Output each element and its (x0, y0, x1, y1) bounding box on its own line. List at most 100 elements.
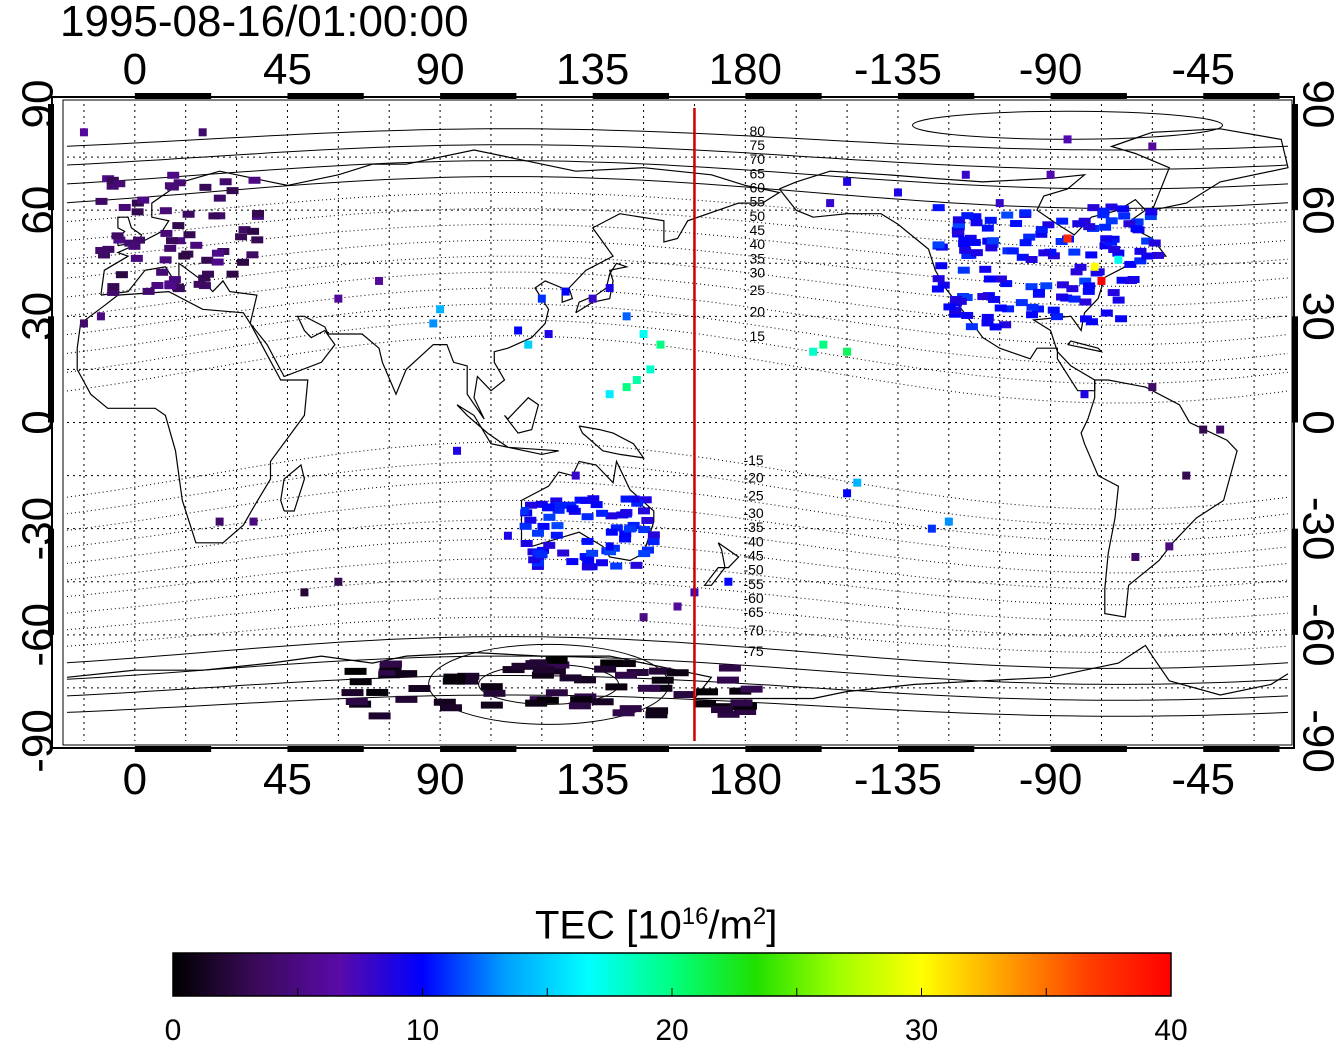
tec-cell-australia (535, 500, 548, 508)
tec-cell-australia (524, 516, 537, 524)
figure-title: 1995-08-16/01:00:00 (60, 0, 469, 46)
contour-label: 50 (749, 208, 765, 224)
tec-cell-antarctica (545, 689, 568, 697)
tec-cell (561, 287, 570, 296)
tec-cell-australia (623, 525, 636, 533)
tec-cell-usa (1033, 288, 1046, 296)
tec-cell-canada (1087, 204, 1100, 212)
tec-cell-canada (1123, 220, 1136, 228)
tec-cell-europe (106, 176, 119, 184)
tec-cell-antarctica (480, 701, 503, 709)
tec-cell (1148, 383, 1157, 392)
tec-cell-europe (113, 180, 126, 188)
tec-cell-australia (519, 522, 532, 530)
tec-cell (1063, 234, 1072, 243)
tec-cell-canada (984, 216, 997, 224)
contour-label: 30 (749, 264, 765, 280)
bottom-longitude-label: 135 (556, 755, 629, 804)
contour-line (66, 207, 1289, 248)
tec-cell (524, 340, 533, 349)
tec-cell-australia (586, 549, 599, 557)
tec-cell (520, 506, 529, 515)
bottom-edge-bar (1050, 746, 1127, 752)
tec-cell-usa (1107, 289, 1120, 297)
tec-cell-europe (97, 251, 110, 259)
tec-cell-canada (1118, 212, 1131, 220)
tec-cell-usa (937, 281, 950, 289)
tec-cell-australia (604, 548, 617, 556)
tec-cell-usa (1066, 285, 1079, 293)
colorbar-tick-label: 20 (655, 1014, 688, 1047)
top-longitude-label: -45 (1171, 45, 1235, 94)
tec-cell-usa (954, 297, 967, 305)
right-edge-bar (1292, 528, 1298, 635)
contour-label: -30 (743, 505, 763, 521)
tec-cell (944, 517, 953, 526)
tec-cell-australia (557, 549, 570, 557)
colorbar: 0 10 20 30 40 (165, 952, 1188, 1047)
tec-cell-antarctica (729, 687, 752, 695)
tec-cell-usa (943, 303, 956, 311)
contour-label: 45 (749, 222, 765, 238)
tec-cell-canada (1072, 220, 1085, 228)
top-longitude-label: 90 (416, 45, 465, 94)
tec-cell-antarctica (366, 688, 389, 696)
contour-line (66, 176, 1289, 209)
tec-cell-europe (164, 182, 177, 190)
contour-label: 15 (749, 328, 765, 344)
tec-cell-antarctica (646, 707, 669, 715)
tec-cell (605, 542, 614, 551)
tec-cell (632, 376, 641, 385)
right-latitude-label: -30 (1294, 497, 1343, 561)
magnetic-latitude-contours: 8075706560555045403530252015-15-20-25-30… (66, 110, 1289, 725)
tec-cell-europe (95, 197, 108, 205)
colorbar-tick-label: 30 (905, 1014, 938, 1047)
tec-cell-usa (1124, 260, 1137, 268)
tec-cell-usa (1002, 305, 1015, 313)
tec-cell-europe (107, 283, 120, 291)
tec-cell-europe (211, 258, 224, 266)
tec-cell (1114, 255, 1123, 264)
tec-cell-europe (213, 194, 226, 202)
top-longitude-label: 0 (123, 45, 147, 94)
tec-cell-canada (1105, 238, 1118, 246)
tec-cell-antarctica (696, 688, 719, 696)
tec-cell-australia (641, 516, 654, 524)
tec-cell-antarctica (594, 665, 617, 673)
tec-cell-canada (1105, 217, 1118, 225)
tec-cell (843, 489, 852, 498)
tec-cell-australia (610, 562, 623, 570)
tec-cell-usa (1074, 263, 1087, 271)
tec-cell-antarctica (645, 711, 668, 719)
bottom-edge-bar (440, 746, 517, 752)
bottom-edge-bar (592, 746, 670, 752)
tec-cell (1097, 276, 1106, 285)
left-latitude-label: -30 (14, 497, 63, 561)
tec-cell-antarctica (439, 704, 462, 712)
contour-label: 65 (749, 165, 765, 181)
tec-cell-antarctica (379, 660, 402, 668)
tec-cell-usa (932, 275, 945, 283)
tec-cell-usa (1060, 294, 1073, 302)
graticule (67, 104, 1288, 741)
tec-cell-canada (959, 246, 972, 254)
top-edge-bar (287, 93, 364, 99)
top-longitude-label: 45 (263, 45, 312, 94)
north-america-coast (778, 170, 1168, 392)
tec-cell-australia (619, 530, 632, 538)
tec-cell (639, 613, 648, 622)
tec-cell-canada (1105, 203, 1118, 211)
tec-cell-australia (620, 509, 633, 517)
new-zealand-coast (703, 542, 740, 586)
tec-cell-usa (1016, 253, 1029, 261)
tec-cell-usa (1085, 251, 1098, 259)
bottom-longitude-label: 45 (263, 755, 312, 804)
tec-cell-antarctica (650, 684, 673, 692)
tec-cell-canada (1099, 223, 1112, 231)
tec-cell-australia (581, 513, 594, 521)
contour-line (66, 303, 1289, 365)
tec-cell-usa (1085, 318, 1098, 326)
tec-cell-antarctica (442, 677, 465, 685)
tec-cell-canada (1055, 237, 1068, 245)
